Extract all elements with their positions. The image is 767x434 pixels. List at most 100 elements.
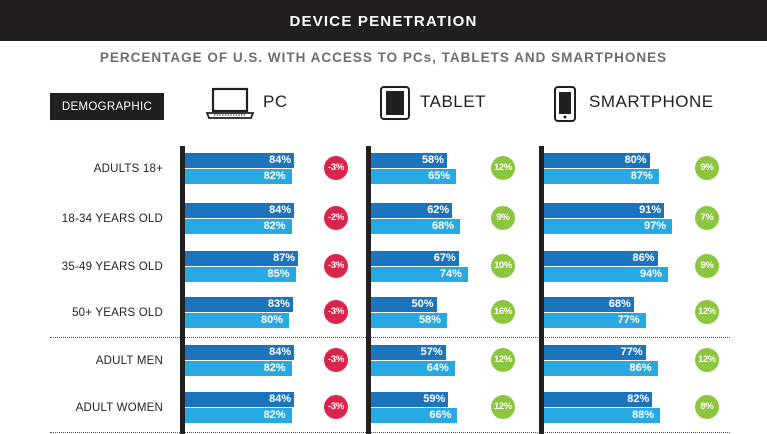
smartphone-icon xyxy=(554,86,576,122)
bar-top-value: 87% xyxy=(273,252,296,264)
bar-top: 84% xyxy=(185,203,295,218)
change-badge: -3% xyxy=(324,300,348,324)
axis-line xyxy=(180,146,185,434)
change-badge: 12% xyxy=(491,348,515,372)
change-badge: 12% xyxy=(695,348,719,372)
change-badge: 12% xyxy=(491,156,515,180)
bar-top: 57% xyxy=(371,345,446,360)
change-badge: 8% xyxy=(695,395,719,419)
bar-bottom-value: 74% xyxy=(439,268,462,280)
bar-top: 59% xyxy=(371,392,449,407)
bar-bottom: 82% xyxy=(185,169,292,184)
bar-bottom: 80% xyxy=(185,313,289,328)
bar-bottom-value: 64% xyxy=(426,362,449,374)
row-label: ADULT MEN xyxy=(95,355,163,367)
change-badge: 16% xyxy=(491,300,515,324)
change-badge: 9% xyxy=(695,156,719,180)
bar-bottom: 58% xyxy=(371,313,447,328)
bar-top-value: 84% xyxy=(269,346,292,358)
bar-top: 77% xyxy=(544,345,646,360)
bar-top-value: 68% xyxy=(608,298,631,310)
row-label: 35-49 YEARS OLD xyxy=(61,261,163,273)
change-badge: 9% xyxy=(695,254,719,278)
bar-top-value: 67% xyxy=(433,252,456,264)
bar-top-value: 58% xyxy=(421,154,444,166)
change-badge: -2% xyxy=(324,206,348,230)
bar-bottom-value: 82% xyxy=(263,362,286,374)
change-badge: -3% xyxy=(324,156,348,180)
bar-top-value: 83% xyxy=(267,298,290,310)
bar-top-value: 62% xyxy=(427,204,450,216)
bar-top: 62% xyxy=(371,203,453,218)
bar-top-value: 84% xyxy=(269,154,292,166)
laptop-icon xyxy=(205,87,255,119)
bar-top: 58% xyxy=(371,153,447,168)
bar-top: 68% xyxy=(544,297,634,312)
bar-bottom: 74% xyxy=(371,267,468,282)
bar-bottom: 77% xyxy=(544,313,646,328)
device-label-smartphone: SMARTPHONE xyxy=(589,92,714,111)
axis-line xyxy=(366,146,371,434)
bar-bottom-value: 94% xyxy=(640,268,663,280)
bar-top: 84% xyxy=(185,345,295,360)
group-divider xyxy=(50,337,730,338)
bar-bottom: 87% xyxy=(544,169,659,184)
bar-bottom-value: 80% xyxy=(260,314,283,326)
bar-bottom-value: 58% xyxy=(418,314,441,326)
bar-bottom: 86% xyxy=(544,361,658,376)
device-label-tablet: TABLET xyxy=(420,92,486,111)
bar-bottom-value: 97% xyxy=(644,220,667,232)
bottom-divider xyxy=(50,432,730,433)
bar-top-value: 77% xyxy=(620,346,643,358)
bar-bottom-value: 86% xyxy=(629,362,652,374)
change-badge: -3% xyxy=(324,348,348,372)
change-badge: -3% xyxy=(324,395,348,419)
bar-bottom: 82% xyxy=(185,361,292,376)
bar-bottom: 64% xyxy=(371,361,455,376)
bar-bottom-value: 82% xyxy=(263,220,286,232)
bar-bottom-value: 66% xyxy=(429,409,452,421)
device-header-smartphone: SMARTPHONE xyxy=(552,86,732,122)
bar-top-value: 84% xyxy=(269,393,292,405)
bar-bottom-value: 88% xyxy=(632,409,655,421)
bar-top: 87% xyxy=(185,251,299,266)
bar-top: 84% xyxy=(185,392,295,407)
bar-bottom: 65% xyxy=(371,169,457,184)
bar-top: 91% xyxy=(544,203,665,218)
change-badge: 12% xyxy=(695,300,719,324)
axis-line xyxy=(539,146,544,434)
bar-top-value: 80% xyxy=(624,154,647,166)
bar-bottom: 66% xyxy=(371,408,458,423)
bar-bottom-value: 65% xyxy=(428,170,451,182)
bar-bottom-value: 68% xyxy=(432,220,455,232)
row-label: ADULT WOMEN xyxy=(75,402,163,414)
page-title: DEVICE PENETRATION xyxy=(0,0,767,41)
bar-top: 50% xyxy=(371,297,437,312)
row-label: 50+ YEARS OLD xyxy=(72,307,163,319)
bar-top-value: 57% xyxy=(420,346,443,358)
bar-bottom-value: 77% xyxy=(617,314,640,326)
change-badge: 12% xyxy=(491,395,515,419)
device-header-pc: PC xyxy=(205,86,325,120)
bar-bottom-value: 82% xyxy=(263,170,286,182)
bar-top-value: 50% xyxy=(411,298,434,310)
change-badge: -3% xyxy=(324,254,348,278)
tablet-icon xyxy=(380,86,410,120)
bar-bottom: 88% xyxy=(544,408,661,423)
bar-top-value: 82% xyxy=(627,393,650,405)
bar-bottom: 97% xyxy=(544,219,673,234)
bar-top: 86% xyxy=(544,251,658,266)
change-badge: 9% xyxy=(491,206,515,230)
bar-top-value: 86% xyxy=(632,252,655,264)
bar-top-value: 59% xyxy=(423,393,446,405)
change-badge: 7% xyxy=(695,206,719,230)
bar-bottom: 94% xyxy=(544,267,669,282)
bar-bottom-value: 87% xyxy=(630,170,653,182)
bar-bottom: 82% xyxy=(185,219,292,234)
change-badge: 10% xyxy=(491,254,515,278)
bar-top: 83% xyxy=(185,297,293,312)
demographic-badge: DEMOGRAPHIC xyxy=(50,93,164,120)
bar-bottom: 68% xyxy=(371,219,461,234)
chart-subtitle: PERCENTAGE OF U.S. WITH ACCESS TO PCs, T… xyxy=(99,50,668,65)
bar-top-value: 84% xyxy=(269,204,292,216)
